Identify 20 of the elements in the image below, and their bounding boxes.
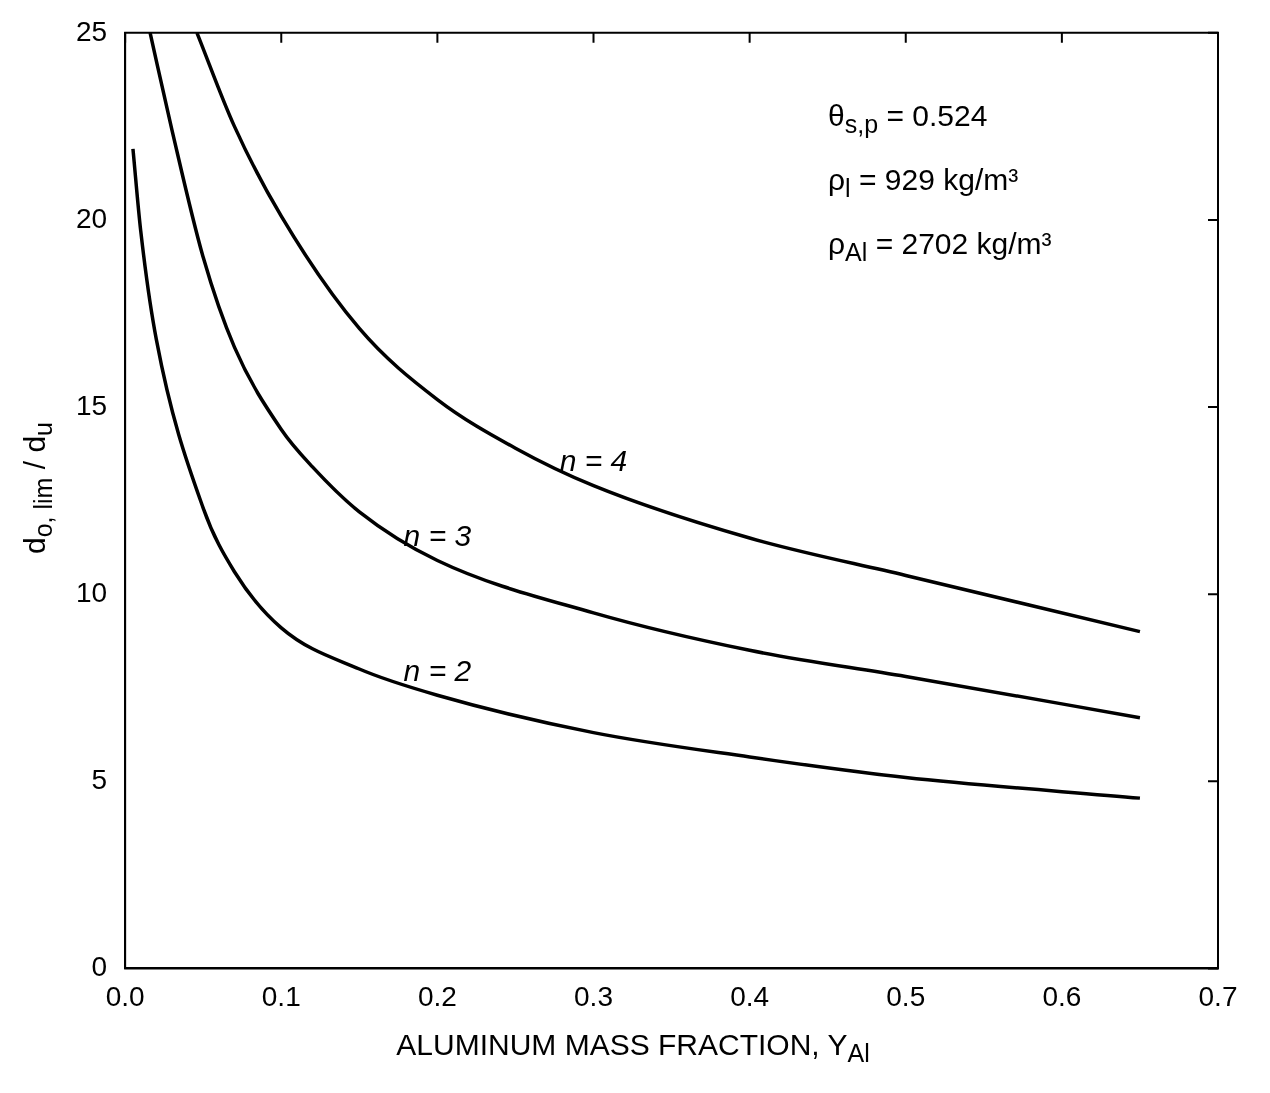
series-label: n = 2: [403, 653, 472, 687]
series-label: n = 4: [559, 443, 628, 477]
x-tick-label: 0.7: [1198, 980, 1238, 1012]
y-tick-label: 10: [75, 576, 108, 608]
y-tick-label: 15: [75, 389, 108, 421]
x-tick-label: 0.4: [730, 980, 770, 1012]
x-axis-title: ALUMINUM MASS FRACTION, Y$_{Al}$: [395, 1028, 871, 1068]
annotation: ρ$_{Al}$ = 2702 kg/m³: [828, 226, 1052, 268]
x-tick-label: 0.1: [261, 980, 301, 1012]
y-tick-label: 25: [75, 15, 108, 47]
y-tick-label: 0: [91, 951, 108, 983]
y-tick-label: 20: [75, 202, 108, 234]
x-tick-label: 0.2: [417, 980, 457, 1012]
annotation: θ$_{s,p}$ = 0.524: [828, 98, 989, 140]
x-tick-label: 0.0: [105, 980, 145, 1012]
y-tick-label: 5: [91, 764, 108, 795]
x-tick-label: 0.5: [886, 980, 926, 1012]
annotation: ρ$_{l}$ = 929 kg/m³: [828, 162, 1020, 204]
x-tick-label: 0.3: [574, 980, 613, 1012]
x-tick-label: 0.6: [1042, 980, 1082, 1012]
